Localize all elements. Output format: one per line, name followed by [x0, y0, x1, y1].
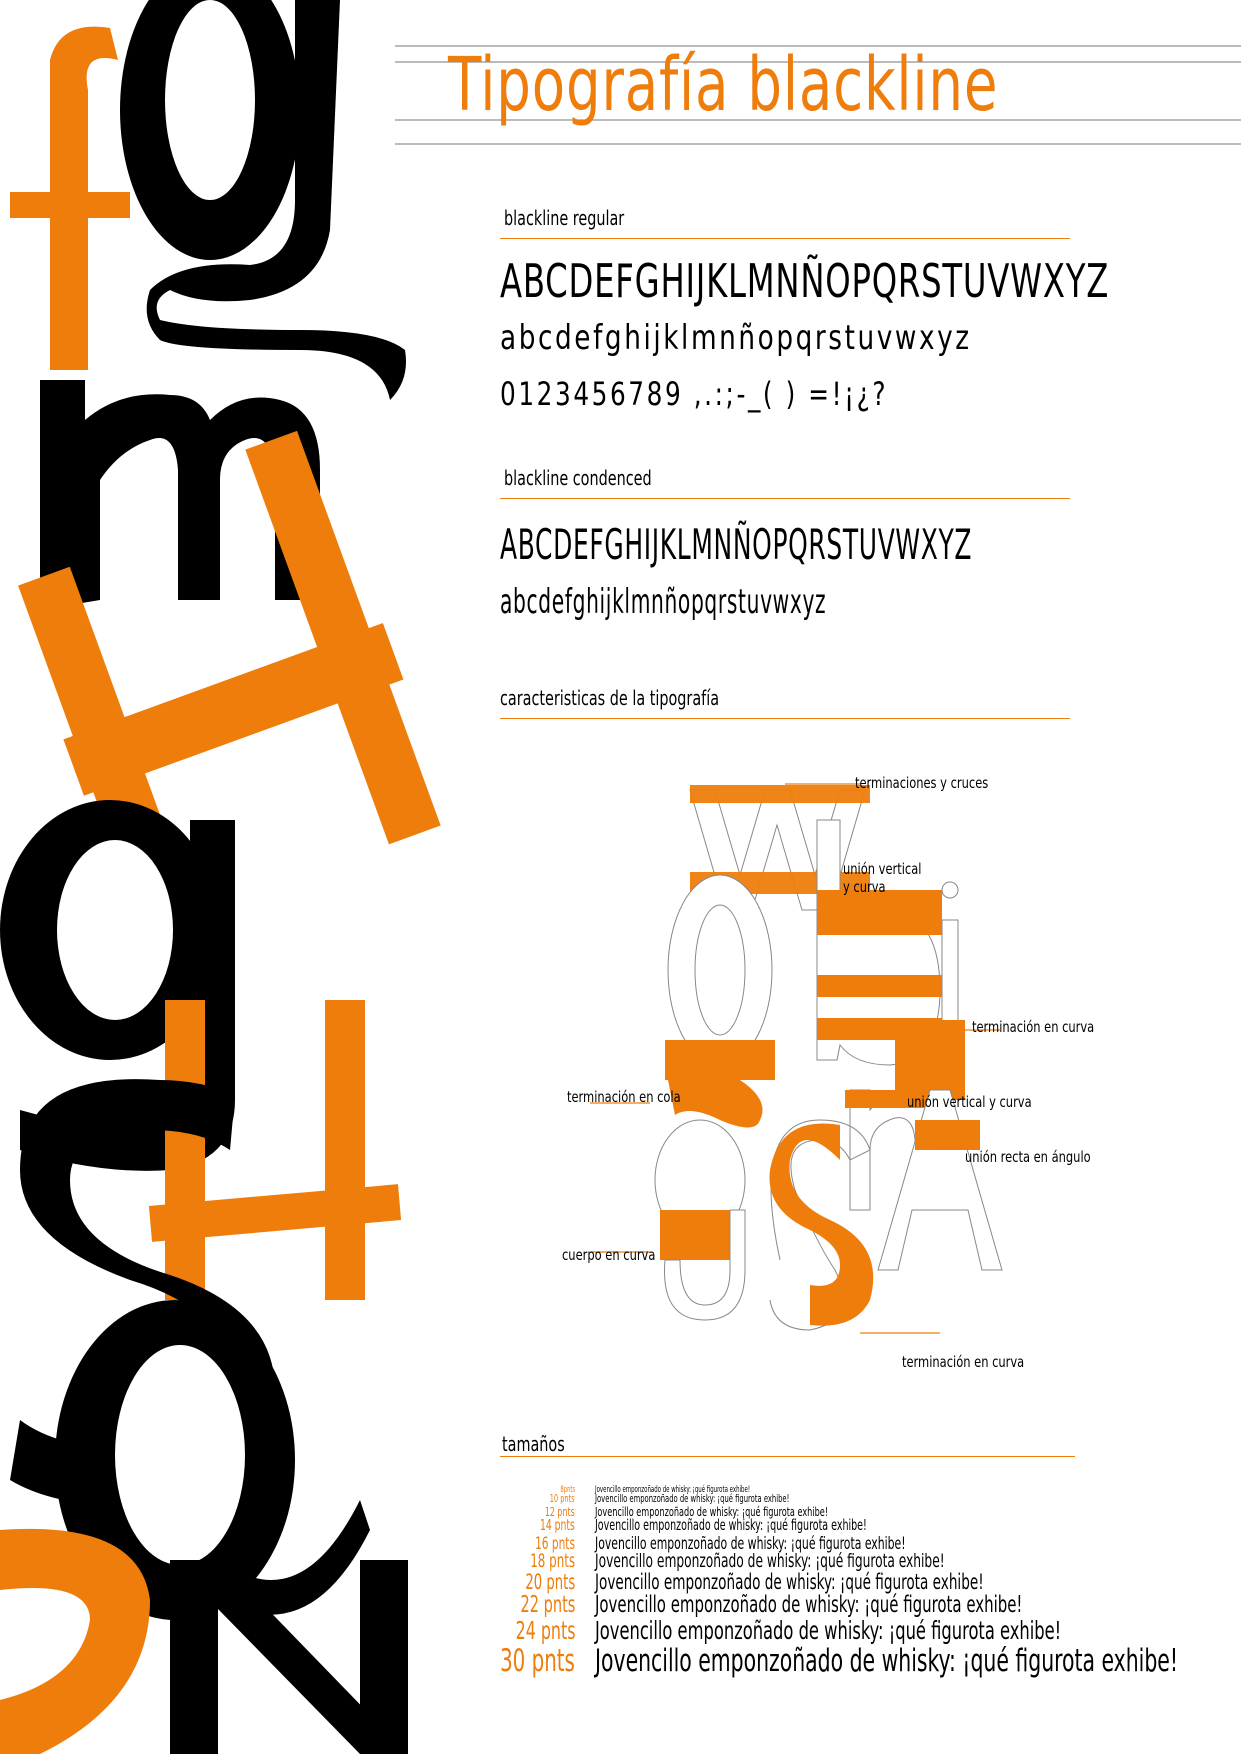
size-sample-text: Jovencillo emponzoñado de whisky: ¡qué f…: [595, 1569, 984, 1594]
deco-letter-S-orange: [0, 1528, 150, 1754]
annotation-union-recta: unión recta en ángulo: [965, 1148, 1091, 1166]
size-label: 24 pnts: [515, 1616, 575, 1646]
condensed-divider: [500, 498, 1070, 499]
size-sample-text: Jovencillo emponzoñado de whisky: ¡qué f…: [595, 1616, 1062, 1646]
regular-uppercase: ABCDEFGHIJKLMNÑOPQRSTUVWXYZ: [500, 254, 1110, 308]
size-sample-text: Jovencillo emponzoñado de whisky: ¡qué f…: [595, 1592, 1023, 1619]
annotation-cuerpo-curva: cuerpo en curva: [562, 1246, 656, 1264]
size-label: 20 pnts: [525, 1569, 575, 1594]
characteristics-heading: caracteristicas de la tipografía: [500, 686, 720, 710]
size-sample-text: Jovencillo emponzoñado de whisky: ¡qué f…: [595, 1532, 906, 1553]
deco-letter-m: [40, 380, 320, 610]
regular-lowercase: abcdefghijklmnñopqrstuvwxyz: [500, 318, 972, 358]
decorative-letters: [0, 0, 441, 1754]
size-sample-text: Jovencillo emponzoñado de whisky: ¡qué f…: [595, 1550, 945, 1573]
annotation-union-vertical-curva: unión vertical y curva: [907, 1093, 1032, 1111]
size-label: 22 pnts: [520, 1592, 575, 1619]
regular-heading: blackline regular: [504, 206, 625, 230]
deco-letter-Q: [55, 1300, 370, 1620]
annotation-union-vertical: unión vertical: [843, 860, 922, 878]
size-sample-text: Jovencillo emponzoñado de whisky: ¡qué f…: [595, 1492, 790, 1505]
condensed-uppercase: ABCDEFGHIJKLMNÑOPQRSTUVWXYZ: [500, 520, 973, 569]
size-sample-text: Jovencillo emponzoñado de whisky: ¡qué f…: [595, 1503, 829, 1519]
annotation-y-curva: y curva: [843, 878, 886, 896]
glyph-A: [877, 1089, 1003, 1271]
regular-numbers: 0123456789 ,.:;-_( ) =!¡¿?: [500, 375, 889, 413]
deco-letter-N: [170, 1560, 408, 1754]
title-guide-lines: [395, 45, 1241, 145]
glyph-g-small: [654, 1119, 746, 1321]
size-label: 16 pnts: [535, 1532, 575, 1553]
annotation-terminacion-curva-1: terminación en curva: [972, 1018, 1095, 1036]
regular-divider: [500, 238, 1070, 239]
deco-letter-f: [10, 26, 130, 370]
condensed-heading: blackline condenced: [504, 466, 652, 490]
glyph-j: [895, 881, 965, 1100]
characteristics-diagram: [590, 783, 1003, 1334]
deco-letter-g-top: [120, 0, 406, 400]
annotation-terminacion-curva-2: terminación en curva: [902, 1353, 1025, 1371]
size-label: 14 pnts: [540, 1517, 575, 1535]
size-label: 8pnts: [560, 1484, 575, 1494]
sizes-divider: [500, 1456, 1075, 1457]
size-label: 18 pnts: [530, 1550, 575, 1573]
size-label: 30 pnts: [500, 1642, 575, 1679]
size-label: 10 pnts: [550, 1492, 575, 1505]
condensed-lowercase: abcdefghijklmnñopqrstuvwxyz: [500, 582, 827, 622]
size-sample-text: Jovencillo emponzoñado de whisky: ¡qué f…: [595, 1642, 1179, 1679]
glyph-g-large: [665, 874, 775, 1128]
glyph-S: [769, 1119, 874, 1331]
sizes-heading: tamaños: [502, 1432, 565, 1456]
annotation-terminaciones: terminaciones y cruces: [855, 774, 989, 792]
size-label: 12 pnts: [545, 1503, 575, 1519]
glyph-n: [845, 1089, 940, 1211]
annotation-terminacion-cola: terminación en cola: [567, 1088, 681, 1106]
size-sample-text: Jovencillo emponzoñado de whisky: ¡qué f…: [595, 1517, 867, 1535]
characteristics-divider: [500, 718, 1070, 719]
page-title: Tipografía blackline: [448, 42, 999, 128]
deco-letter-H-lower: [148, 1000, 402, 1300]
size-sample-text: Jovencillo emponzoñado de whisky: ¡qué f…: [595, 1484, 751, 1494]
